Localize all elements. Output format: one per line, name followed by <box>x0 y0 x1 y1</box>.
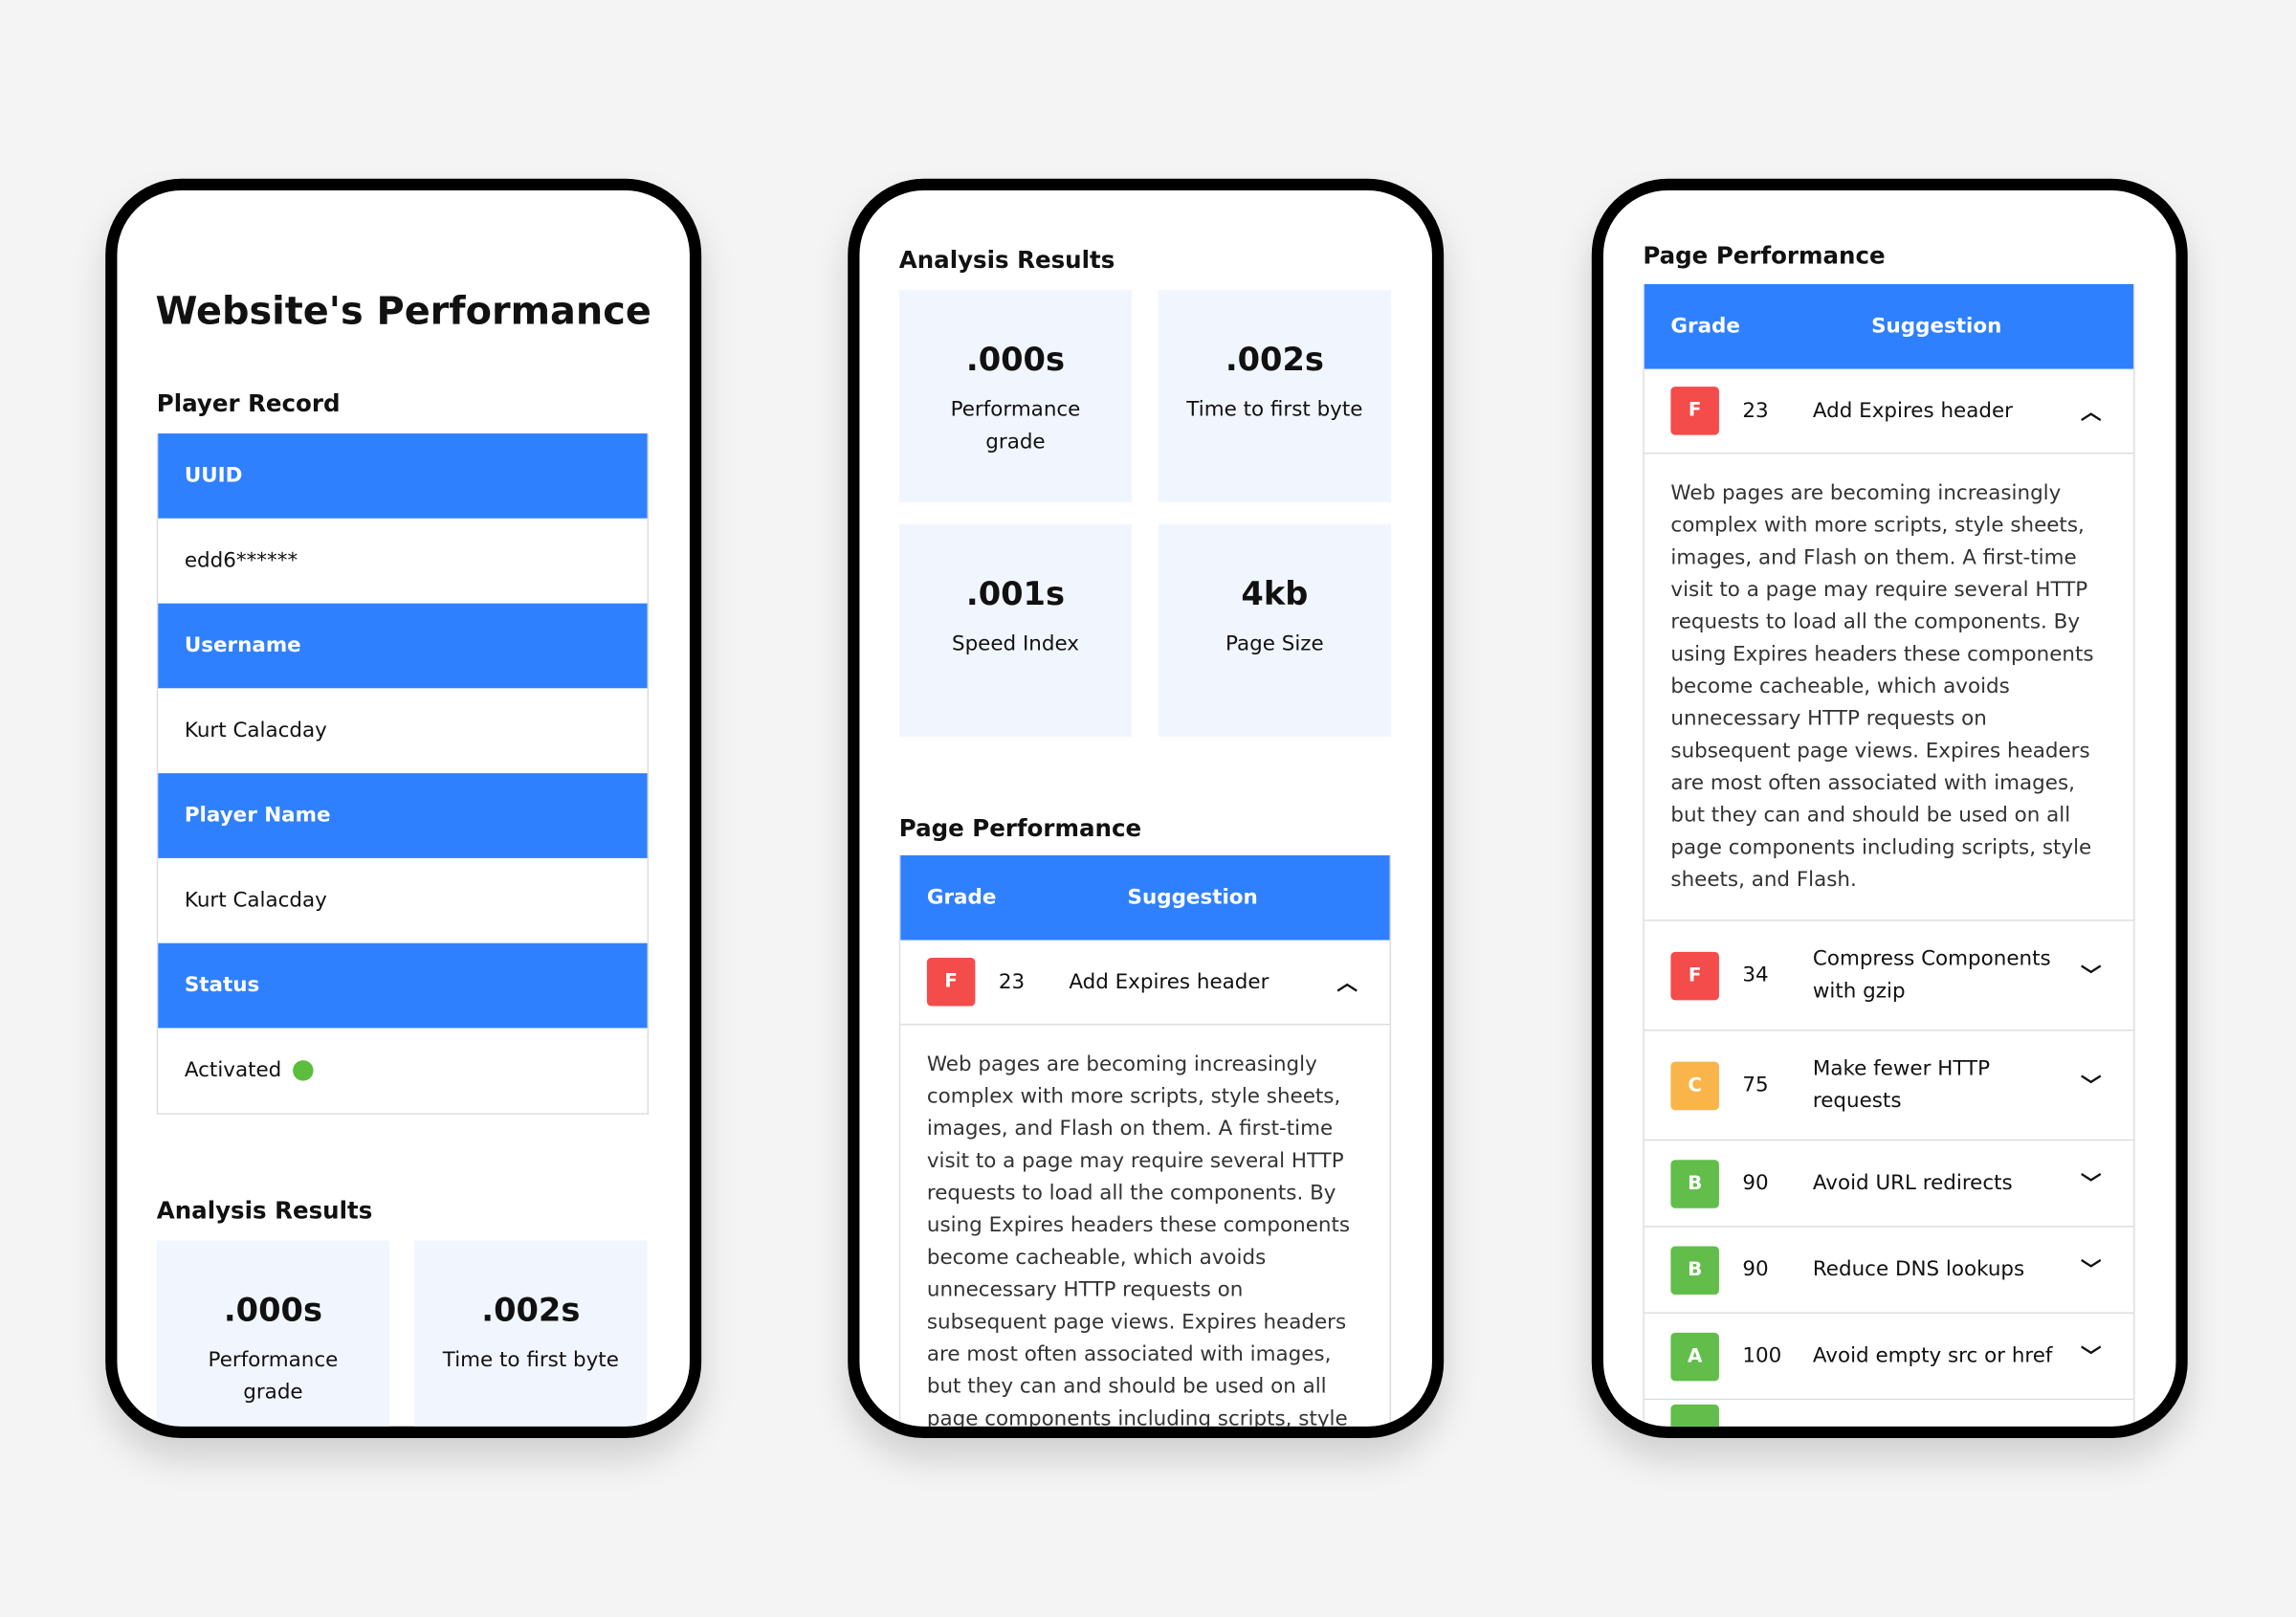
status-value: Activated <box>184 1058 282 1083</box>
score: 100 <box>1742 1344 1782 1368</box>
chevron-down-icon[interactable]: ﹀ <box>2080 1074 2102 1098</box>
metric-card-ttfb: .002s Time to first byte <box>1158 290 1392 502</box>
chevron-up-icon[interactable]: ︿ <box>2080 400 2102 425</box>
player-name-label: Player Name <box>158 773 648 858</box>
table-header: Grade Suggestion <box>900 854 1390 941</box>
metric-card-performance: .000s Performance grade <box>156 1240 390 1427</box>
metric-card-performance: .000s Performance grade <box>898 290 1133 502</box>
metric-label: Time to first byte <box>442 1348 619 1373</box>
suggestion-row[interactable]: B 90 Reduce DNS lookups ﹀ <box>1644 1227 2134 1314</box>
page-performance-table: Grade Suggestion F 23 Add Expires header ︿ W… <box>898 854 1392 1427</box>
score: 90 <box>1742 1257 1769 1282</box>
suggestion-row[interactable]: A 100 Avoid empty src or href ﹀ <box>1644 1313 2134 1401</box>
metric-value: 4kb <box>1241 577 1309 614</box>
username-value: Kurt Calacday <box>158 688 648 774</box>
suggestion-row[interactable]: C 75 Make fewer HTTP requests ﹀ <box>1644 1030 2134 1141</box>
chevron-down-icon[interactable]: ﹀ <box>2080 1259 2102 1283</box>
metric-card-speed-index: .001s Speed Index <box>898 523 1133 737</box>
metric-label: Performance grade <box>950 398 1081 454</box>
metric-value: .002s <box>481 1293 581 1330</box>
score: 75 <box>1742 1073 1769 1097</box>
uuid-value: edd6****** <box>158 518 648 604</box>
username-label: Username <box>158 603 648 689</box>
grade-badge: B <box>1670 1245 1719 1295</box>
suggestion-row[interactable]: F 23 Add Expires header ︿ <box>900 940 1390 1026</box>
grade-badge: F <box>1670 387 1719 435</box>
suggestion-column-header: Suggestion <box>1127 886 1258 910</box>
chevron-down-icon[interactable]: ﹀ <box>2080 1173 2102 1197</box>
suggestion-text: Reduce DNS lookups <box>1812 1257 2025 1282</box>
metric-value: .000s <box>223 1293 323 1330</box>
metric-card-page-size: 4kb Page Size <box>1158 523 1392 737</box>
suggestion-text: Compress Components with gzip <box>1812 947 2051 1004</box>
suggestion-description: Web pages are becoming increasingly comp… <box>900 1025 1390 1427</box>
analysis-results-heading: Analysis Results <box>898 246 1115 275</box>
grade-badge: F <box>926 958 976 1007</box>
analysis-results-heading: Analysis Results <box>156 1196 373 1225</box>
chevron-up-icon[interactable]: ︿ <box>1336 971 1358 996</box>
metric-value: .002s <box>1225 343 1324 380</box>
metric-value: .000s <box>965 343 1066 380</box>
metric-label: Performance grade <box>208 1348 339 1405</box>
player-record-table: UUID edd6****** Username Kurt Calacday P… <box>156 433 650 1115</box>
suggestion-column-header: Suggestion <box>1871 315 2002 339</box>
suggestion-row[interactable]: F 23 Add Expires header ︿ <box>1644 368 2134 454</box>
page-performance-heading: Page Performance <box>898 814 1142 843</box>
phone-page-performance: Page Performance Grade Suggestion F 23 Add … <box>1591 178 2188 1439</box>
metric-value: .001s <box>965 577 1066 614</box>
suggestion-text: Make fewer HTTP requests <box>1812 1057 1991 1114</box>
score: 34 <box>1742 964 1769 987</box>
status-label: Status <box>158 942 648 1029</box>
suggestion-row[interactable]: B 90 Avoid URL redirects ﹀ <box>1644 1141 2134 1228</box>
uuid-label: UUID <box>158 433 648 519</box>
score: 23 <box>998 970 1026 994</box>
phone-website-performance: Website's Performance Player Record UUID… <box>105 178 702 1439</box>
chevron-down-icon[interactable]: ﹀ <box>2080 1345 2102 1370</box>
score: 23 <box>1742 399 1769 423</box>
page-performance-table: Grade Suggestion F 23 Add Expires header ︿ W… <box>1643 283 2135 1427</box>
grade-column-header: Grade <box>926 886 997 910</box>
grade-badge: B <box>1670 1159 1719 1207</box>
suggestion-text: Add Expires header <box>1069 970 1269 994</box>
player-name-value: Kurt Calacday <box>158 857 648 943</box>
suggestion-row[interactable]: F 34 Compress Components with gzip ﹀ <box>1644 920 2134 1031</box>
suggestion-text: Avoid URL redirects <box>1812 1171 2013 1195</box>
chevron-down-icon[interactable]: ﹀ <box>2080 964 2102 989</box>
metric-label: Speed Index <box>951 632 1079 656</box>
suggestion-description: Web pages are becoming increasingly comp… <box>1644 454 2134 921</box>
page-title: Website's Performance <box>155 290 651 334</box>
table-header: Grade Suggestion <box>1644 283 2134 369</box>
suggestion-text: Add Expires header <box>1812 399 2013 423</box>
status-active-dot-icon <box>293 1060 314 1081</box>
grade-badge: C <box>1670 1060 1719 1110</box>
metric-card-ttfb: .002s Time to first byte <box>414 1240 648 1427</box>
suggestion-text: Avoid empty src or href <box>1812 1344 2053 1368</box>
status-row: Activated <box>158 1028 648 1114</box>
grade-column-header: Grade <box>1670 315 1740 339</box>
page-performance-heading: Page Performance <box>1643 241 1886 270</box>
metric-label: Page Size <box>1225 632 1324 656</box>
grade-badge: F <box>1670 951 1719 1000</box>
metric-label: Time to first byte <box>1186 398 1363 422</box>
score: 90 <box>1742 1171 1769 1195</box>
phone-analysis-results: Analysis Results .000s Performance grade … <box>848 178 1445 1439</box>
player-record-heading: Player Record <box>156 389 341 418</box>
grade-badge <box>1670 1404 1719 1427</box>
suggestion-row-partial <box>1644 1400 2134 1427</box>
grade-badge: A <box>1670 1332 1719 1381</box>
